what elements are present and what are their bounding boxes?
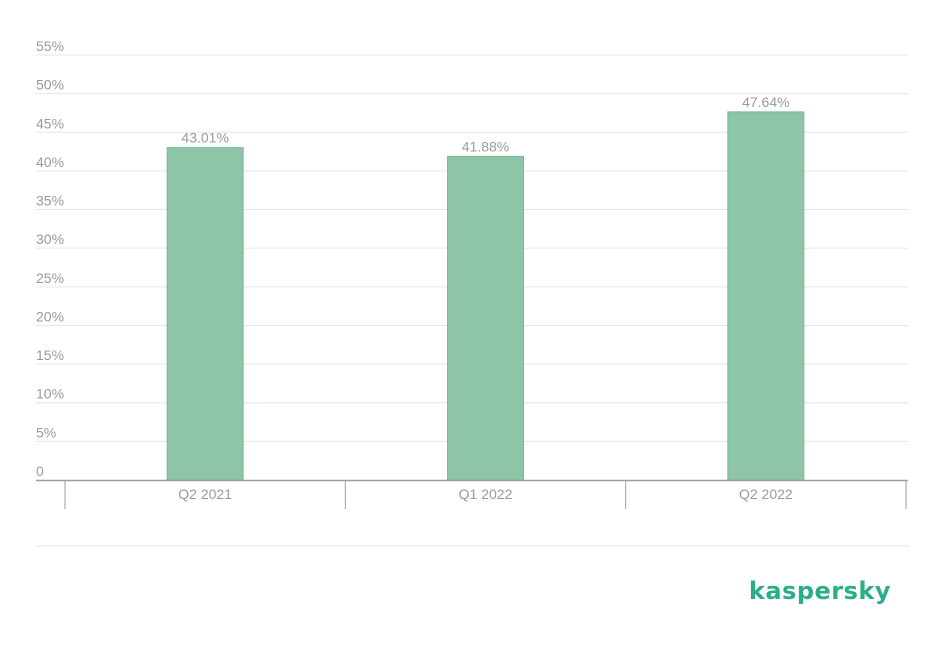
bars: [166, 111, 805, 481]
kaspersky-logo: kaspersky: [748, 577, 891, 605]
y-tick-label: 0: [36, 463, 44, 479]
x-tick-label: Q2 2022: [739, 486, 793, 502]
y-axis-tick-labels: 0 5% 10% 15% 20% 25% 30% 35% 40% 45% 50% 55%: [36, 38, 64, 479]
bar: [447, 155, 524, 481]
y-tick-label: 10%: [36, 386, 64, 402]
y-tick-label: 45%: [36, 115, 64, 131]
bar-value-label: 43.01%: [181, 130, 228, 146]
y-tick-label: 40%: [36, 154, 64, 170]
x-tick-label: Q1 2022: [459, 486, 513, 502]
bar: [166, 147, 244, 481]
x-axis-tick-labels: Q2 2021 Q1 2022 Q2 2022: [178, 486, 793, 502]
y-tick-label: 35%: [36, 193, 64, 209]
x-tick-label: Q2 2021: [178, 486, 232, 502]
bar-value-label: 41.88%: [462, 138, 509, 154]
y-tick-label: 20%: [36, 308, 64, 324]
y-tick-label: 15%: [36, 347, 64, 363]
y-tick-label: 25%: [36, 270, 64, 286]
bar-value-labels: 43.01% 41.88% 47.64%: [181, 94, 789, 155]
bar-value-label: 47.64%: [742, 94, 789, 110]
y-tick-label: 30%: [36, 231, 64, 247]
x-axis: [36, 479, 908, 509]
bar: [727, 111, 805, 481]
y-tick-label: 55%: [36, 38, 64, 54]
y-tick-label: 5%: [36, 424, 56, 440]
y-tick-label: 50%: [36, 77, 64, 93]
